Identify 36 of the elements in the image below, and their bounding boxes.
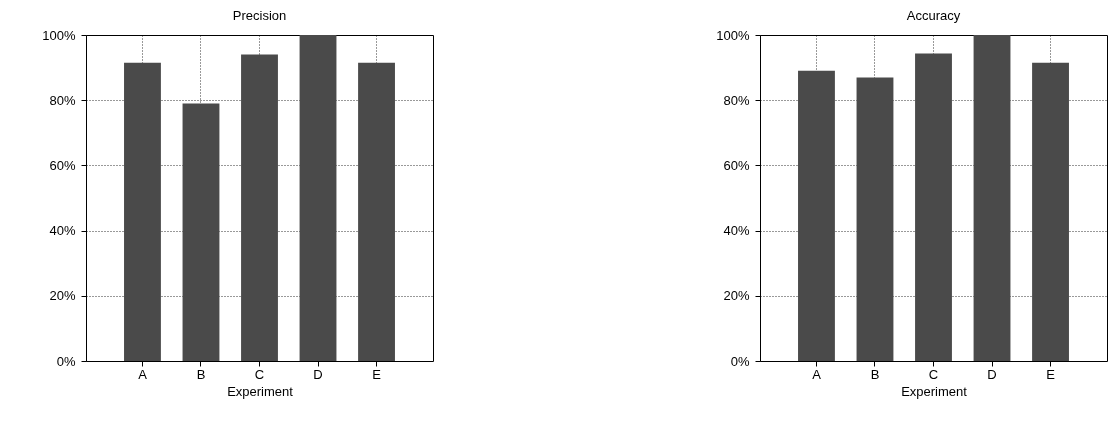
y-tick-label: 20% [723, 288, 750, 304]
x-tick-label: C [254, 366, 265, 382]
bar [358, 62, 395, 361]
bar [798, 70, 835, 361]
x-tick-label: A [812, 366, 822, 382]
x-tick-label: D [313, 366, 323, 382]
y-tick-label: 40% [723, 223, 750, 239]
y-tick-label: 100% [42, 27, 76, 43]
x-tick-label: A [138, 366, 148, 382]
y-tick-label: 80% [49, 92, 76, 108]
x-axis-title: Experiment [901, 383, 968, 399]
y-tick-label: 60% [723, 157, 750, 173]
y-tick-label: 40% [49, 223, 76, 239]
bar [241, 54, 278, 361]
bar [182, 103, 220, 361]
bar [299, 35, 337, 361]
x-axis-title: Experiment [227, 383, 294, 399]
y-tick-label: 0% [730, 353, 750, 369]
x-tick-label: C [928, 366, 939, 382]
x-tick-label: E [372, 366, 382, 382]
x-tick-label: D [987, 366, 997, 382]
chart-title: Precision [232, 8, 287, 23]
bar [1032, 62, 1069, 361]
y-tick-label: 0% [56, 353, 76, 369]
x-tick-label: E [1046, 366, 1056, 382]
bar [124, 62, 161, 361]
x-tick-label: B [196, 366, 206, 382]
chart-title: Accuracy [906, 8, 961, 23]
bar [973, 35, 1011, 361]
bar [856, 77, 894, 361]
y-tick-label: 100% [716, 27, 750, 43]
y-tick-label: 60% [49, 157, 76, 173]
bar [915, 53, 952, 361]
y-tick-label: 20% [49, 288, 76, 304]
y-tick-label: 80% [723, 92, 750, 108]
x-tick-label: B [870, 366, 880, 382]
